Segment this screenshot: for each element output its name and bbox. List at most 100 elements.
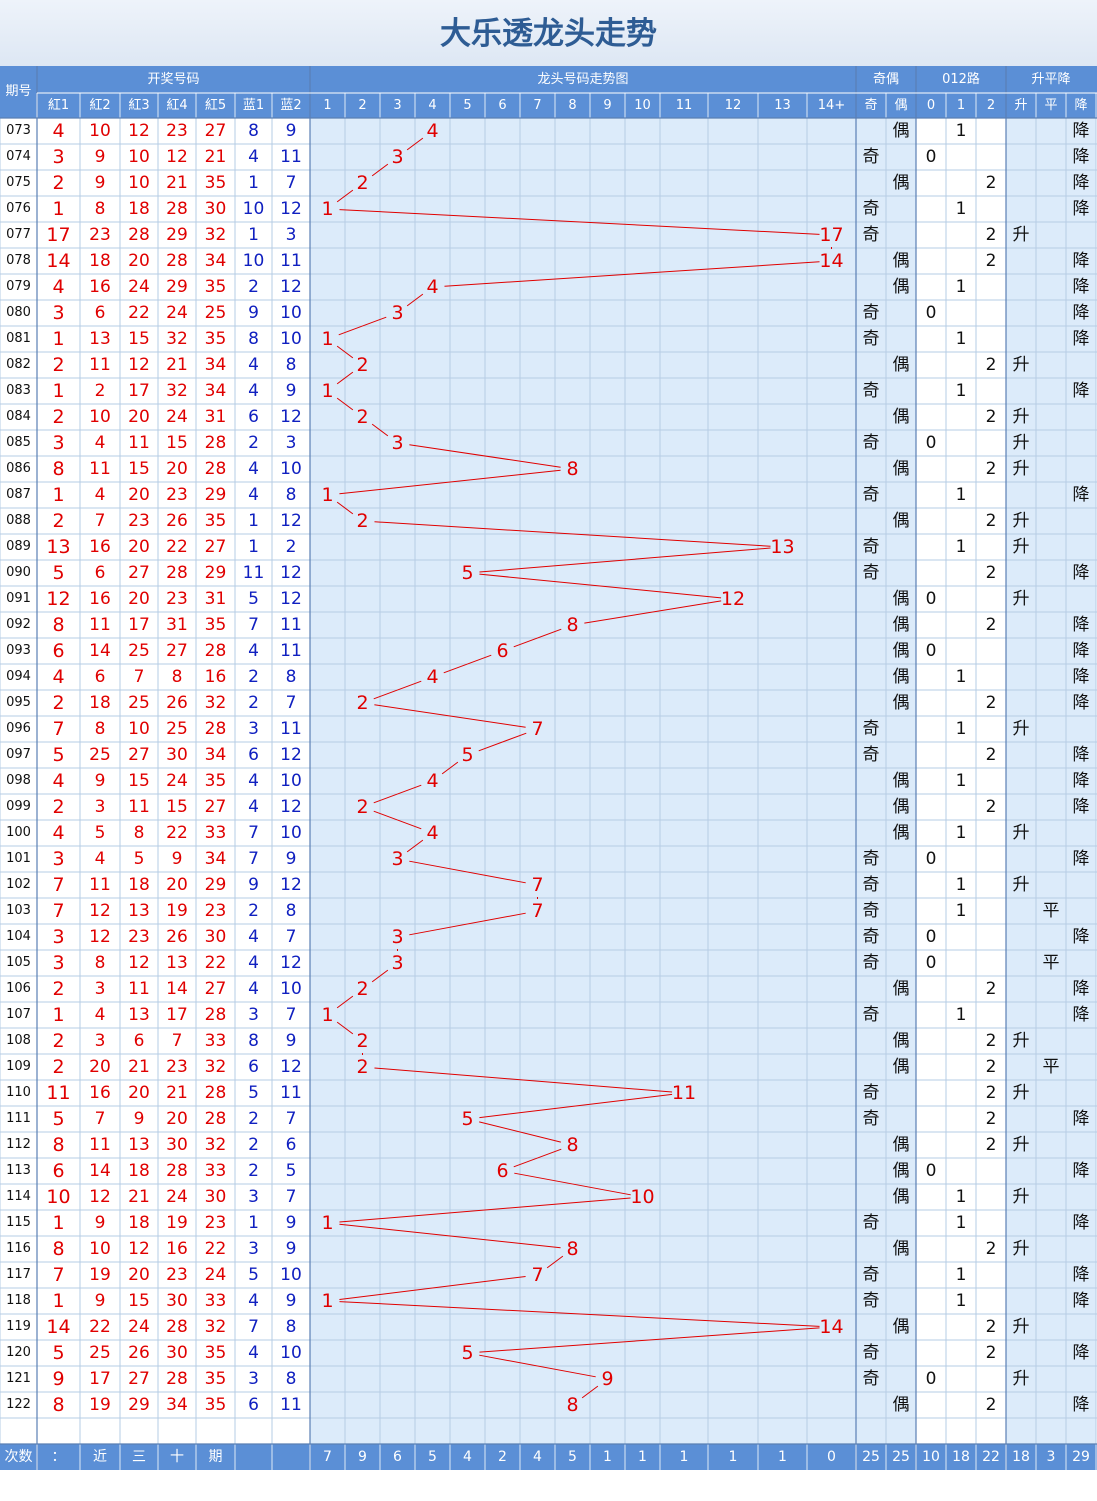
direction-mark: 降 <box>1072 199 1090 219</box>
red-ball-cell: 2 <box>52 978 65 1000</box>
period-cell: 083 <box>6 383 31 398</box>
red-ball-cell: 8 <box>52 1134 65 1156</box>
trend-segment <box>373 810 422 830</box>
footer-draw-text <box>272 1444 310 1470</box>
blue-ball-cell: 4 <box>248 381 259 401</box>
mod3-mark: 2 <box>985 1395 997 1415</box>
red-ball-cell: 3 <box>94 979 106 999</box>
blue-ball-cell: 10 <box>280 303 302 323</box>
trend-segment <box>441 761 459 775</box>
blue-ball-cell: 9 <box>285 121 297 141</box>
red-ball-cell: 8 <box>94 953 106 973</box>
draw-col-header: 紅5 <box>204 98 227 113</box>
red-ball-cell: 3 <box>52 146 65 168</box>
trend-area-band <box>310 118 856 1444</box>
red-ball-cell: 28 <box>166 1317 188 1337</box>
red-ball-cell: 20 <box>128 1265 150 1285</box>
red-ball-cell: 35 <box>204 329 227 349</box>
period-cell: 108 <box>6 1033 31 1048</box>
red-ball-cell: 14 <box>166 979 188 999</box>
period-cell: 121 <box>6 1371 31 1386</box>
blue-ball-cell: 9 <box>248 303 259 323</box>
footer-trend-count: 1 <box>679 1449 689 1465</box>
red-ball-cell: 20 <box>128 251 150 271</box>
parity-mark: 奇 <box>862 719 880 739</box>
red-ball-cell: 1 <box>52 1212 65 1234</box>
parity-mark: 偶 <box>892 797 910 817</box>
trend-segment <box>373 784 422 804</box>
red-ball-cell: 35 <box>204 1395 227 1415</box>
red-ball-cell: 25 <box>128 693 150 713</box>
red-ball-cell: 2 <box>52 796 65 818</box>
footer-stat-count: 25 <box>892 1449 910 1465</box>
red-ball-cell: 30 <box>166 1343 188 1363</box>
trend-segment <box>409 912 526 936</box>
blue-ball-cell: 3 <box>248 1187 259 1207</box>
red-ball-cell: 11 <box>89 1135 111 1155</box>
trend-point-label: 3 <box>391 848 404 870</box>
period-cell: 119 <box>6 1319 31 1334</box>
blue-ball-cell: 12 <box>280 797 302 817</box>
period-cell: 102 <box>6 877 31 892</box>
trend-col-header: 10 <box>634 98 651 113</box>
blue-ball-cell: 4 <box>248 979 259 999</box>
trend-segment <box>339 1275 526 1301</box>
blue-ball-cell: 7 <box>285 1187 297 1207</box>
blue-ball-cell: 4 <box>248 459 259 479</box>
footer-draw-text: 十 <box>170 1449 184 1465</box>
red-ball-cell: 19 <box>89 1265 111 1285</box>
blue-ball-cell: 8 <box>248 329 259 349</box>
blue-ball-cell: 2 <box>248 433 259 453</box>
trend-point-label: 1 <box>321 380 334 402</box>
mod3-mark: 2 <box>985 979 997 999</box>
red-ball-cell: 9 <box>94 147 106 167</box>
red-ball-cell: 11 <box>128 797 150 817</box>
parity-mark: 偶 <box>892 1161 910 1181</box>
trend-segment <box>336 189 354 203</box>
mod3-mark: 1 <box>955 277 967 297</box>
direction-mark: 降 <box>1072 147 1090 167</box>
blue-ball-cell: 5 <box>285 1161 297 1181</box>
red-ball-cell: 10 <box>128 719 150 739</box>
blue-ball-cell: 12 <box>280 511 302 531</box>
blue-ball-cell: 7 <box>285 927 297 947</box>
period-cell: 080 <box>6 305 31 320</box>
blue-ball-cell: 12 <box>280 875 302 895</box>
red-ball-cell: 22 <box>204 953 227 973</box>
red-ball-cell: 20 <box>89 1057 111 1077</box>
red-ball-cell: 22 <box>166 823 188 843</box>
red-ball-cell: 6 <box>94 667 106 687</box>
period-cell: 088 <box>6 513 31 528</box>
parity-mark: 奇 <box>862 147 880 167</box>
parity-mark: 奇 <box>862 1083 880 1103</box>
mod3-mark: 1 <box>955 121 967 141</box>
red-ball-cell: 4 <box>52 276 65 298</box>
red-ball-cell: 15 <box>166 433 188 453</box>
red-ball-cell: 1 <box>52 328 65 350</box>
parity-mark: 奇 <box>862 901 880 921</box>
red-ball-cell: 25 <box>166 719 188 739</box>
red-ball-cell: 11 <box>46 1082 71 1104</box>
red-ball-cell: 21 <box>166 1083 188 1103</box>
red-ball-cell: 5 <box>52 562 65 584</box>
trend-segment <box>406 137 424 151</box>
parity-mark: 偶 <box>892 1135 910 1155</box>
trend-segment <box>581 1385 599 1399</box>
period-cell: 090 <box>6 565 31 580</box>
red-ball-cell: 15 <box>128 329 150 349</box>
red-ball-cell: 26 <box>166 511 188 531</box>
trend-point-label: 3 <box>391 926 404 948</box>
red-ball-cell: 9 <box>94 771 106 791</box>
trend-point-label: 7 <box>531 718 544 740</box>
red-ball-cell: 4 <box>52 822 65 844</box>
blue-ball-cell: 4 <box>248 771 259 791</box>
footer-stat-count: 29 <box>1072 1449 1090 1465</box>
trend-segment <box>584 600 722 624</box>
trend-point-label: 8 <box>566 614 579 636</box>
blue-ball-cell: 3 <box>248 719 259 739</box>
trend-col-header: 7 <box>533 98 542 113</box>
red-ball-cell: 10 <box>128 173 150 193</box>
footer-trend-count: 1 <box>603 1449 612 1465</box>
direction-mark: 升 <box>1012 1369 1030 1389</box>
blue-ball-cell: 8 <box>248 1031 259 1051</box>
